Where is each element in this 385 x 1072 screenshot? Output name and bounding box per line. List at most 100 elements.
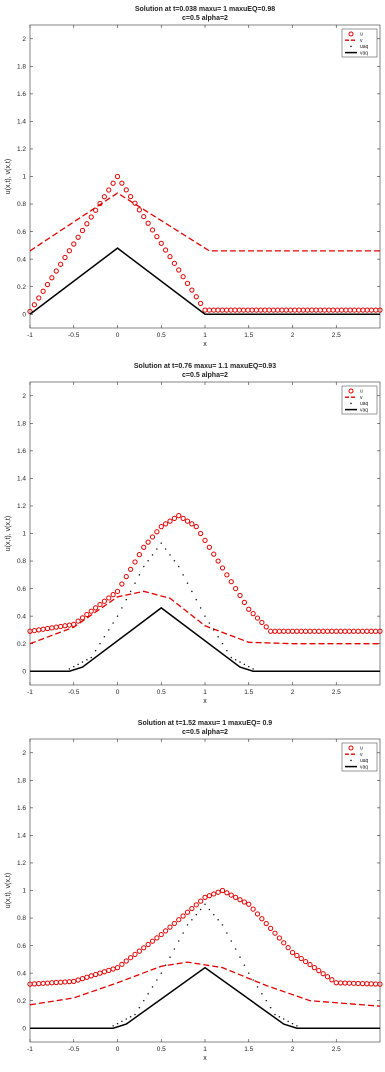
u-series-point <box>114 173 121 180</box>
u-series-point <box>158 931 164 938</box>
u-series-point <box>128 193 134 200</box>
u-series-point <box>154 935 160 941</box>
u-series-point <box>145 941 151 948</box>
uaq-series-point <box>147 993 149 995</box>
u-series-point <box>149 534 156 540</box>
uaq-series-point <box>204 615 206 617</box>
u-series-point <box>180 515 186 521</box>
u-series-point <box>316 968 322 974</box>
uaq-series-point <box>99 642 101 645</box>
y-tick-label: 1 <box>22 531 26 538</box>
u-series-point <box>101 969 107 975</box>
u-series-point <box>114 588 121 594</box>
uaq-series-point <box>112 1025 114 1027</box>
u-series-point <box>241 899 247 905</box>
uaq-series-point <box>252 979 254 981</box>
legend-label-u: u <box>360 32 363 38</box>
u-series-point <box>311 965 317 971</box>
uaq-series-point <box>283 1018 285 1020</box>
y-tick-label: 1.2 <box>17 860 26 867</box>
u-series-point <box>110 592 116 598</box>
uaq-series-point <box>112 622 114 624</box>
uaq-series-point <box>173 948 176 950</box>
uaq-series-point <box>129 590 132 593</box>
chart-panel-1: Solution at t=0.038 maxu= 1 maxuEQ=0.98 c… <box>0 0 385 355</box>
u-series-point <box>114 965 121 971</box>
u-series-point <box>237 592 243 599</box>
y-tick-label: 1.2 <box>17 503 26 510</box>
u-series-point <box>167 924 173 930</box>
u-series-point <box>75 234 81 240</box>
x-tick-label: 2 <box>291 332 295 339</box>
u-series-point <box>97 601 103 608</box>
u-series-point <box>163 928 169 934</box>
u-series-point <box>193 902 199 908</box>
uaq-series-point <box>186 582 189 584</box>
u-series-point <box>224 890 230 896</box>
uaq-series-point <box>191 590 193 593</box>
u-series-point <box>145 539 151 545</box>
x-tick-label: 0.5 <box>157 689 166 696</box>
u-series-point <box>241 599 247 605</box>
u-series-point <box>176 512 182 519</box>
u-series-point <box>141 213 147 220</box>
x-tick-label: 2 <box>291 689 295 696</box>
u-series-point <box>219 565 226 571</box>
u-series-point <box>206 544 212 550</box>
u-series-point <box>224 572 230 578</box>
u-series-point <box>377 981 383 987</box>
y-tick-label: 0.4 <box>17 613 26 620</box>
legend-label-vaq: vaq <box>360 50 368 56</box>
legend-label-v: v <box>360 752 363 758</box>
u-series-point <box>171 920 177 927</box>
u-series-point <box>171 260 177 266</box>
x-tick-label: -0.5 <box>68 1046 80 1053</box>
uaq-series-point <box>143 565 145 568</box>
u-series-point <box>53 268 59 274</box>
uaq-series-point <box>234 659 237 661</box>
x-tick-label: 2.5 <box>332 1046 341 1053</box>
uaq-series-point <box>125 1018 127 1020</box>
u-series-point <box>320 971 326 977</box>
uaq-series-point <box>230 656 232 659</box>
uaq-series-point <box>169 956 171 958</box>
uaq-series-point <box>239 956 241 958</box>
u-series-point <box>202 537 208 543</box>
v-series-line <box>29 961 381 1007</box>
x-tick-label: 1.5 <box>244 689 253 696</box>
u-series-point <box>88 608 94 614</box>
u-series-point <box>93 207 99 213</box>
u-series-point <box>106 187 112 193</box>
y-tick-label: 0.6 <box>17 943 26 950</box>
x-axis-label: x <box>203 341 207 348</box>
u-series-point <box>189 521 195 527</box>
y-tick-label: 0.6 <box>17 229 26 236</box>
uaq-series-point <box>217 919 219 921</box>
chart-title: Solution at t=1.52 maxu= 1 maxuEQ= 0.9 <box>138 720 273 727</box>
u-series-point <box>206 893 212 899</box>
uaq-series-point <box>103 636 106 638</box>
x-axis-label: x <box>203 698 207 705</box>
y-axis-label: u(x,t), v(x,t) <box>5 873 12 908</box>
u-series-point <box>180 274 186 280</box>
u-series-point <box>149 227 156 233</box>
u-series-point <box>136 552 142 558</box>
u-series-point <box>106 595 112 601</box>
y-tick-label: 1.2 <box>17 146 26 153</box>
u-series-point <box>110 180 116 186</box>
y-tick-label: 1.4 <box>17 833 26 840</box>
u-series-point <box>163 247 169 253</box>
u-series-point <box>254 615 261 621</box>
u-series-point <box>88 973 94 979</box>
legend-label-u: u <box>360 746 363 752</box>
chart-subtitle: c=0.5 alpha=2 <box>182 372 228 379</box>
u-series-point <box>167 518 173 524</box>
u-series-point <box>84 221 90 227</box>
legend-label-uaq: uaq <box>360 44 369 50</box>
u-series-point <box>149 938 156 944</box>
u-series-point <box>158 240 164 246</box>
uaq-series-point <box>134 582 136 584</box>
uaq-series-point <box>195 598 197 601</box>
u-series-point <box>246 901 252 907</box>
